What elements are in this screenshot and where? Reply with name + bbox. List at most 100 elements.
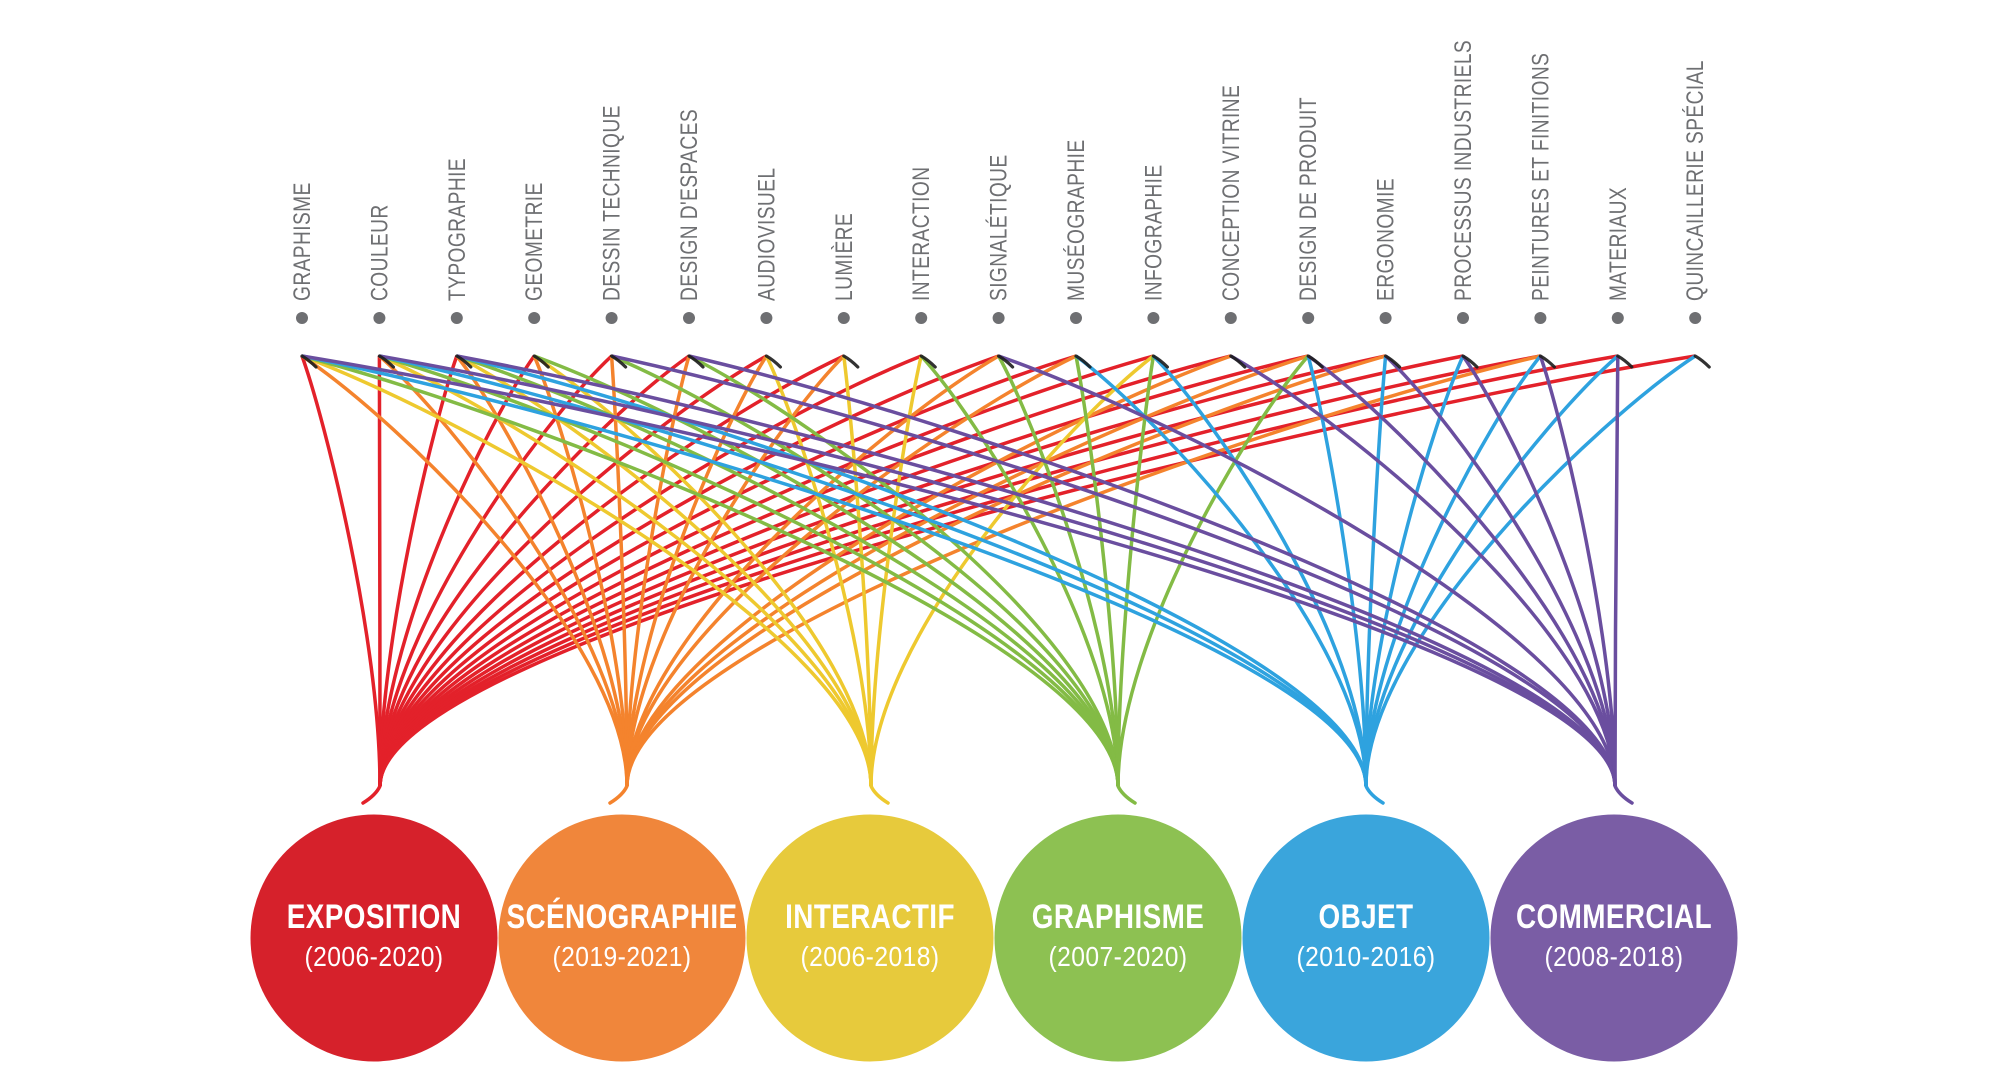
skill-dot-icon: [450, 312, 463, 324]
skill-dot-icon: [605, 312, 618, 324]
skill-dot-icon: [760, 312, 773, 324]
connection-ergonomie-commercial: [1384, 354, 1617, 787]
connection-design-de-produit-objet: [1306, 355, 1368, 787]
connection-conception-vitrine-commercial: [1229, 354, 1617, 787]
connection-interaction-graphisme: [919, 354, 1120, 787]
connection-typographie-interactif: [455, 354, 873, 787]
category-title: GRAPHISME: [1032, 897, 1204, 935]
skill-dot-icon: [1147, 312, 1160, 324]
origin-tip-icon: [1151, 354, 1169, 369]
connection-graphisme-graphisme: [301, 354, 1120, 787]
category-circles: EXPOSITION (2006-2020) SCÉNOGRAPHIE (2019-2…: [250, 814, 1738, 1062]
skill-label-12: CONCEPTION VITRINE: [1217, 85, 1245, 301]
skill-label-7: LUMIÈRE: [830, 213, 858, 301]
connection-peintures-et-finitions-commercial: [1538, 355, 1617, 787]
skill-label-15: PROCESSUS INDUSTRIELS: [1449, 40, 1477, 301]
funnel-tail-interactif: [869, 784, 890, 805]
connection-signal-tique-commercial: [998, 354, 1617, 787]
connections-interactif: [301, 354, 1155, 805]
category-years: (2006-2018): [800, 941, 939, 973]
category-years: (2006-2020): [304, 941, 443, 973]
origin-tip-icon: [1229, 354, 1247, 369]
origin-tip-icon: [1306, 354, 1324, 369]
connection-couleur-exposition: [377, 355, 382, 787]
category-title: COMMERCIAL: [1516, 897, 1712, 935]
connection-dessin-technique-commercial: [611, 354, 1617, 787]
connection-graphisme-scenographie: [301, 354, 629, 787]
origin-tip-icon: [997, 354, 1015, 369]
category-circle-commercial: [1490, 814, 1738, 1062]
funnel-tail-objet: [1364, 784, 1385, 805]
connection-couleur-graphisme: [378, 354, 1120, 787]
origin-tip-icon: [1384, 354, 1402, 369]
category-objet: OBJET (2010-2016): [1242, 814, 1490, 1062]
skill-label-8: INTERACTION: [907, 167, 935, 301]
category-exposition: EXPOSITION (2006-2020): [250, 814, 498, 1062]
connection-processus-industriels-objet: [1364, 355, 1465, 787]
connection-graphisme-commercial: [301, 354, 1617, 787]
connection-quincaillerie-sp-cial-objet: [1364, 354, 1697, 787]
skill-dot-icon: [992, 312, 1005, 324]
origin-tip-icon: [300, 354, 318, 369]
funnel-tail-scenographie: [608, 784, 629, 805]
skill-dot-icon: [837, 312, 850, 324]
connection-geometrie-interactif: [533, 354, 873, 787]
skill-labels: GRAPHISME COULEUR TYPOGRAPHIE GEOMETRIE DESS…: [288, 40, 1709, 301]
category-interactif: INTERACTIF (2006-2018): [746, 814, 994, 1062]
skill-dot-icon: [915, 312, 928, 324]
skill-dot-icon: [683, 312, 695, 324]
origin-tip-icon: [842, 354, 860, 369]
skill-label-17: MATERIAUX: [1604, 187, 1632, 301]
skill-label-11: INFOGRAPHIE: [1139, 164, 1167, 301]
category-circle-interactif: [746, 814, 994, 1062]
skill-dot-icon: [1379, 312, 1392, 324]
category-years: (2008-2018): [1544, 941, 1683, 973]
skill-dot-icon: [1224, 312, 1237, 324]
skill-dot-icon: [296, 312, 308, 324]
skill-label-10: MUSÉOGRAPHIE: [1062, 139, 1090, 301]
skill-dot-icon: [1457, 312, 1469, 324]
connection-geometrie-graphisme: [533, 354, 1120, 787]
origin-tip-icon: [687, 354, 705, 369]
category-years: (2007-2020): [1048, 941, 1187, 973]
connection-graphisme-interactif: [301, 354, 873, 787]
origin-tip-icon: [1461, 354, 1479, 369]
skill-label-2: TYPOGRAPHIE: [443, 158, 471, 301]
category-graphisme: GRAPHISME (2007-2020): [994, 814, 1242, 1062]
origin-tip-icon: [764, 354, 782, 369]
category-commercial: COMMERCIAL (2008-2018): [1490, 814, 1738, 1062]
skill-dot-icon: [1534, 312, 1547, 324]
connection-dessin-technique-exposition: [378, 354, 613, 787]
connection-design-de-produit-commercial: [1307, 354, 1617, 787]
skill-dot-icon: [1070, 312, 1082, 324]
category-circle-scenographie: [498, 814, 746, 1062]
funnel-tail-exposition: [361, 784, 382, 805]
skill-label-5: DESIGN D'ESPACES: [675, 109, 703, 301]
connection-materiaux-objet: [1364, 354, 1619, 787]
connection-peintures-et-finitions-objet: [1364, 354, 1542, 787]
category-title: INTERACTIF: [785, 897, 955, 935]
skill-label-6: AUDIOVISUEL: [752, 168, 780, 301]
connections-objet: [301, 354, 1697, 805]
connection-infographie-objet: [1152, 354, 1368, 787]
skill-label-13: DESIGN DE PRODUIT: [1294, 97, 1322, 301]
origin-tip-icon: [532, 354, 550, 369]
connection-dessin-technique-graphisme: [610, 354, 1120, 787]
origin-tip-icon: [455, 354, 473, 369]
connection-design-de-produit-graphisme: [1116, 354, 1310, 787]
skill-dot-icon: [373, 312, 386, 324]
skill-dots: [296, 312, 1702, 324]
skill-label-4: DESSIN TECHNIQUE: [598, 105, 626, 301]
skill-label-3: GEOMETRIE: [520, 182, 548, 301]
skill-label-9: SIGNALÉTIQUE: [985, 154, 1013, 301]
connection-couleur-commercial: [379, 354, 1617, 787]
connection-signal-tique-graphisme: [997, 355, 1120, 787]
connection-couleur-objet: [379, 354, 1368, 787]
category-title: OBJET: [1319, 897, 1414, 935]
origin-tip-icon: [377, 354, 395, 369]
connection-couleur-interactif: [378, 354, 873, 787]
category-scenographie: SCÉNOGRAPHIE (2019-2021): [498, 814, 746, 1062]
category-title: EXPOSITION: [287, 897, 461, 935]
funnel-tail-commercial: [1613, 784, 1634, 805]
